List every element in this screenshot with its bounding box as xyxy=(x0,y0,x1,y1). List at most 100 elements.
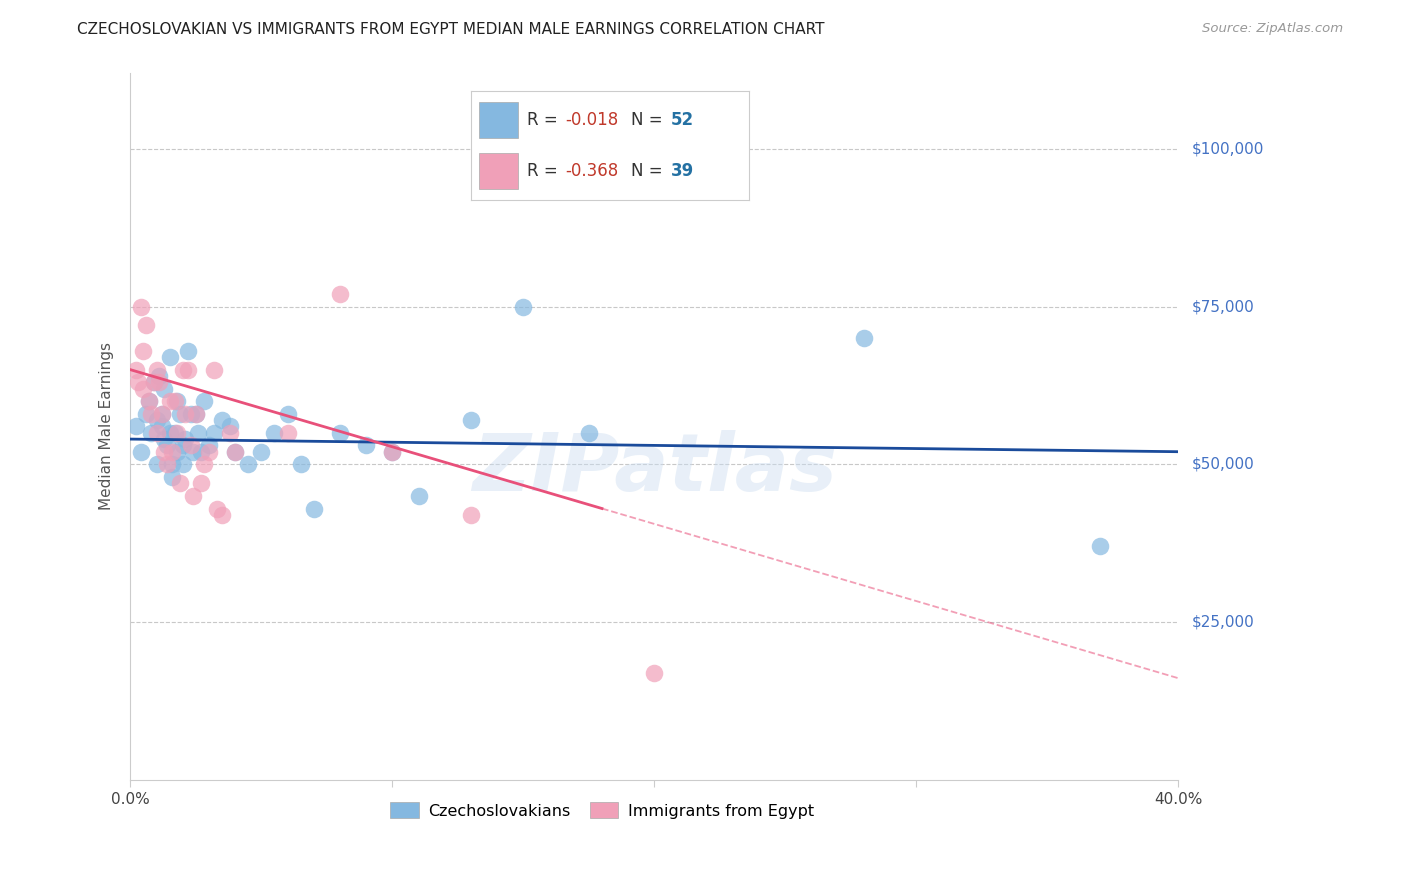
Point xyxy=(184,407,207,421)
Point xyxy=(174,432,197,446)
Point xyxy=(460,508,482,522)
Point xyxy=(172,362,194,376)
Point xyxy=(166,444,188,458)
Point xyxy=(172,438,194,452)
Point xyxy=(124,362,146,376)
Point xyxy=(198,444,221,458)
Point xyxy=(184,407,207,421)
Point xyxy=(190,444,212,458)
Point xyxy=(180,438,202,452)
Point xyxy=(263,425,285,440)
Point xyxy=(250,444,273,458)
Point xyxy=(205,501,228,516)
Point xyxy=(162,470,184,484)
Point xyxy=(181,489,204,503)
Point xyxy=(460,413,482,427)
Text: Source: ZipAtlas.com: Source: ZipAtlas.com xyxy=(1202,22,1343,36)
Point xyxy=(169,476,191,491)
Point xyxy=(135,318,157,333)
Point xyxy=(138,394,160,409)
Point xyxy=(159,350,181,364)
Point xyxy=(211,508,233,522)
Text: CZECHOSLOVAKIAN VS IMMIGRANTS FROM EGYPT MEDIAN MALE EARNINGS CORRELATION CHART: CZECHOSLOVAKIAN VS IMMIGRANTS FROM EGYPT… xyxy=(77,22,825,37)
Point xyxy=(180,407,202,421)
Point xyxy=(150,419,173,434)
Point xyxy=(162,444,184,458)
Point xyxy=(150,407,173,421)
Text: $100,000: $100,000 xyxy=(1191,141,1264,156)
Point xyxy=(512,300,534,314)
Point xyxy=(142,376,165,390)
Point xyxy=(169,407,191,421)
Point xyxy=(141,407,163,421)
Point xyxy=(129,444,152,458)
Point xyxy=(290,458,312,472)
Point xyxy=(162,458,184,472)
Point xyxy=(238,458,260,472)
Point xyxy=(193,458,215,472)
Point xyxy=(156,438,179,452)
Point xyxy=(159,394,181,409)
Point xyxy=(124,419,146,434)
Point xyxy=(150,407,173,421)
Point xyxy=(202,362,225,376)
Point xyxy=(153,432,176,446)
Point xyxy=(145,425,167,440)
Point xyxy=(202,425,225,440)
Point xyxy=(148,368,170,383)
Point xyxy=(181,444,204,458)
Point xyxy=(578,425,600,440)
Point xyxy=(193,394,215,409)
Point xyxy=(159,425,181,440)
Point xyxy=(381,444,404,458)
Point xyxy=(127,376,149,390)
Point xyxy=(219,425,242,440)
Point xyxy=(853,331,876,345)
Text: $50,000: $50,000 xyxy=(1191,457,1254,472)
Point xyxy=(177,343,200,358)
Point xyxy=(145,362,167,376)
Point xyxy=(132,382,155,396)
Point xyxy=(224,444,246,458)
Point xyxy=(145,458,167,472)
Point xyxy=(138,394,160,409)
Point xyxy=(141,425,163,440)
Point xyxy=(172,458,194,472)
Point xyxy=(156,458,179,472)
Point xyxy=(381,444,404,458)
Point xyxy=(643,665,665,680)
Point xyxy=(1088,540,1111,554)
Text: $25,000: $25,000 xyxy=(1191,615,1254,630)
Point xyxy=(163,425,186,440)
Point xyxy=(224,444,246,458)
Point xyxy=(145,413,167,427)
Point xyxy=(153,444,176,458)
Point xyxy=(142,376,165,390)
Point xyxy=(177,362,200,376)
Point xyxy=(132,343,155,358)
Text: ZIPatlas: ZIPatlas xyxy=(472,430,837,508)
Point xyxy=(211,413,233,427)
Point xyxy=(354,438,377,452)
Point xyxy=(148,376,170,390)
Point xyxy=(135,407,157,421)
Point xyxy=(302,501,325,516)
Point xyxy=(163,394,186,409)
Point xyxy=(174,407,197,421)
Point xyxy=(277,425,299,440)
Point xyxy=(277,407,299,421)
Point xyxy=(408,489,430,503)
Point xyxy=(190,476,212,491)
Point xyxy=(153,382,176,396)
Point xyxy=(329,425,352,440)
Point xyxy=(187,425,209,440)
Point xyxy=(329,286,352,301)
Point xyxy=(198,438,221,452)
Y-axis label: Median Male Earnings: Median Male Earnings xyxy=(100,343,114,510)
Point xyxy=(166,425,188,440)
Point xyxy=(129,300,152,314)
Point xyxy=(219,419,242,434)
Point xyxy=(166,394,188,409)
Text: $75,000: $75,000 xyxy=(1191,299,1254,314)
Legend: Czechoslovakians, Immigrants from Egypt: Czechoslovakians, Immigrants from Egypt xyxy=(384,796,821,825)
